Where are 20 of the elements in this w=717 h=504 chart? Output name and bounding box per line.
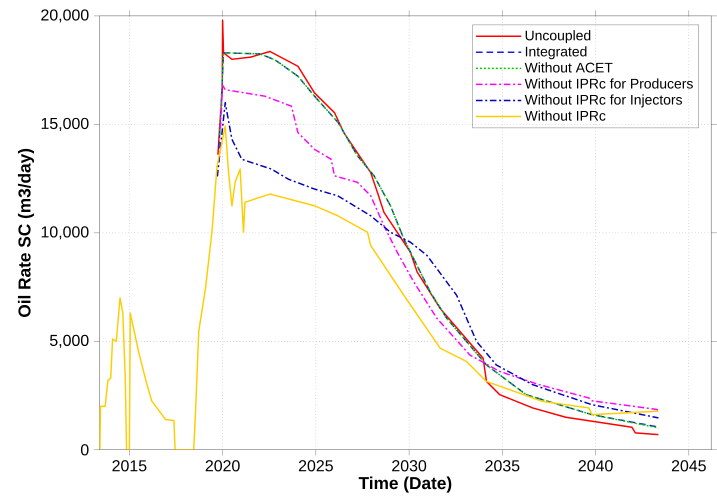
x-axis-title: Time (Date) — [358, 476, 452, 493]
x-tick-label: 2035 — [485, 460, 520, 472]
legend-label: Integrated — [526, 46, 586, 60]
legend-label: Without IPRc — [524, 110, 606, 121]
x-tick-label: 2030 — [392, 460, 426, 472]
x-tick-label: 2025 — [298, 460, 333, 472]
legend-label: Without IPRc for Producers — [524, 78, 693, 89]
legend-label: Without ACET — [524, 62, 613, 73]
y-axis-title: Oil Rate SC (m3/day) — [18, 149, 34, 318]
legend-label: Without IPRc for Injectors — [524, 94, 682, 108]
legend-label: Uncoupled — [526, 30, 590, 44]
x-tick-label: 2020 — [206, 460, 240, 472]
y-tick-label: 10,000 — [42, 226, 89, 240]
y-tick-label: 20,000 — [41, 10, 89, 23]
y-tick-label: 5,000 — [50, 334, 89, 348]
x-tick-label: 2045 — [672, 460, 706, 472]
y-tick-label: 0 — [80, 444, 89, 456]
y-tick-label: 15,000 — [42, 118, 89, 132]
x-tick-label: 2015 — [112, 460, 146, 472]
x-tick-label: 2040 — [578, 460, 613, 472]
